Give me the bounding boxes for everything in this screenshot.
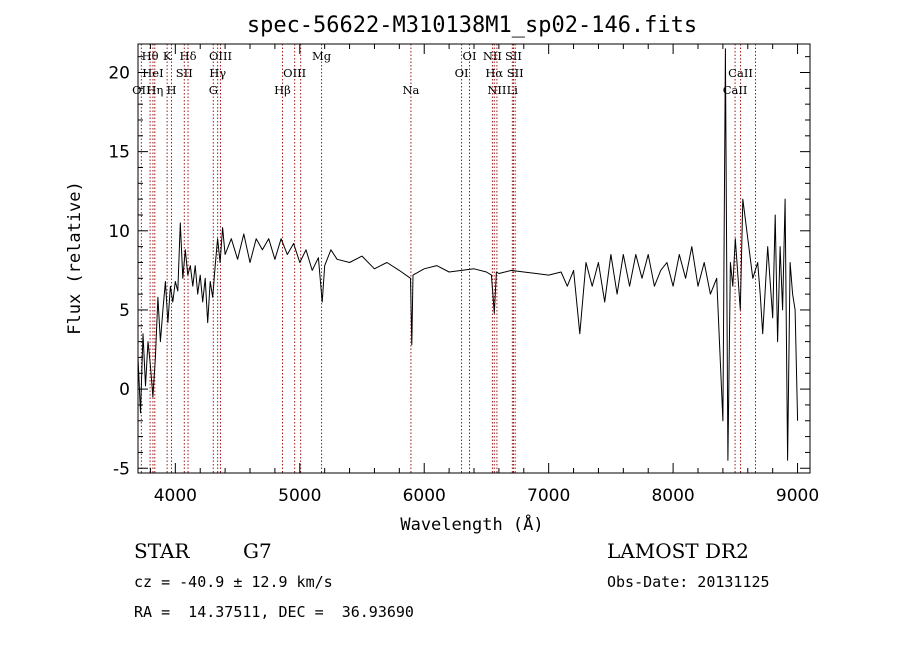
y-tick-label: 5 — [119, 301, 130, 321]
spectrum-line — [137, 48, 799, 461]
spectral-line-label: Hβ — [274, 83, 291, 97]
y-tick-label: 10 — [108, 222, 130, 242]
spectral-line-label: HeI — [142, 66, 163, 80]
observation-date: Obs-Date: 20131125 — [607, 573, 770, 591]
spectral-line-label: Na — [402, 83, 419, 97]
x-tick-label: 9000 — [776, 486, 819, 506]
spectral-line-label: Hγ — [209, 66, 226, 80]
x-tick-label: 4000 — [154, 486, 197, 506]
spectral-line-label: Hη — [146, 83, 163, 97]
spectral-line-label: Hθ — [142, 49, 159, 63]
y-tick-label: -5 — [113, 459, 130, 479]
spectral-line-label: OII — [132, 83, 151, 97]
spectral-line-label: NII — [487, 83, 506, 97]
spectral-line-label: Hα — [485, 66, 503, 80]
spectral-line-label: CaII — [728, 66, 753, 80]
spectral-line-label: OIII — [209, 49, 232, 63]
survey-name: LAMOST DR2 — [607, 539, 749, 563]
object-class: STAR — [134, 539, 190, 563]
plot-frame — [137, 43, 811, 474]
x-tick-label: 6000 — [403, 486, 446, 506]
chart-title: spec-56622-M310138M1_sp02-146.fits — [247, 13, 697, 38]
y-tick-label: 0 — [119, 380, 130, 400]
spectral-line-label: Hδ — [180, 49, 197, 63]
x-axis-ticks: 4000 5000 6000 7000 8000 9000 — [149, 44, 819, 506]
spectral-line-label: CaII — [723, 83, 748, 97]
spectral-line-label: Mg — [312, 49, 332, 63]
spectral-line-label: OI — [463, 49, 477, 63]
x-axis-title: Wavelength (Å) — [400, 513, 543, 535]
spectral-line-label: OIII — [283, 66, 306, 80]
spectral-line-label: OI — [455, 66, 469, 80]
spectral-line-labels: HθOIIHeIHηKHSIIHδOIIIHγGHβOIIIOIIIMgNaOI… — [132, 49, 753, 97]
y-tick-label: 15 — [108, 143, 130, 163]
x-tick-label: 7000 — [527, 486, 570, 506]
coordinates: RA = 14.37511, DEC = 36.93690 — [134, 603, 414, 621]
spectral-line-label: G — [209, 83, 218, 97]
redshift-velocity: cz = -40.9 ± 12.9 km/s — [134, 573, 333, 591]
spectrum-series — [137, 48, 799, 461]
spectral-line-label: H — [166, 83, 176, 97]
spectral-line-label: NII — [483, 49, 502, 63]
spectral-line-label: SII — [505, 49, 522, 63]
y-axis-title: Flux (relative) — [65, 181, 85, 335]
x-tick-label: 5000 — [278, 486, 321, 506]
object-subclass: G7 — [243, 539, 272, 563]
spectral-line-label: SII — [176, 66, 193, 80]
spectral-line-label: Li — [507, 83, 519, 97]
spectral-line-label: SII — [507, 66, 524, 80]
spectral-line-markers — [140, 44, 756, 473]
y-tick-label: 20 — [108, 63, 130, 83]
spectral-line-label: K — [163, 49, 172, 63]
x-tick-label: 8000 — [651, 486, 694, 506]
y-axis-ticks: -5 0 5 10 15 20 — [108, 56, 810, 479]
